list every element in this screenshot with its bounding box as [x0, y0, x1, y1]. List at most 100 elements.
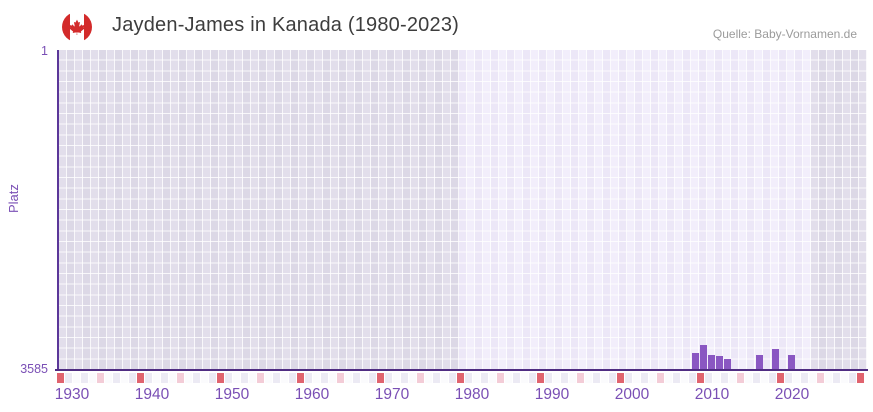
strip-cell-1993 — [561, 373, 568, 383]
strip-cell-1990 — [537, 373, 544, 383]
strip-cell-1979 — [449, 373, 456, 383]
strip-cell-2011 — [705, 373, 712, 383]
y-tick-worst: 3585 — [20, 362, 48, 376]
strip-cell-1939 — [129, 373, 136, 383]
x-tick-label-1950: 1950 — [214, 386, 250, 403]
strip-cell-1937 — [113, 373, 120, 383]
year-marker-strip — [57, 373, 868, 383]
strip-cell-1953 — [241, 373, 248, 383]
strip-cell-1984 — [489, 373, 496, 383]
strip-cell-1935 — [97, 373, 104, 383]
strip-cell-2014 — [729, 373, 736, 383]
strip-cell-1985 — [497, 373, 504, 383]
bar-2019[interactable] — [771, 349, 779, 370]
strip-cell-1936 — [105, 373, 112, 383]
strip-cell-2024 — [809, 373, 816, 383]
strip-cell-1961 — [305, 373, 312, 383]
strip-cell-2028 — [841, 373, 848, 383]
strip-cell-1970 — [377, 373, 384, 383]
bar-2017[interactable] — [755, 355, 763, 370]
strip-cell-2008 — [681, 373, 688, 383]
strip-cell-1938 — [121, 373, 128, 383]
bar-2012[interactable] — [715, 356, 723, 370]
strip-cell-1959 — [289, 373, 296, 383]
strip-cell-1949 — [209, 373, 216, 383]
strip-cell-1998 — [601, 373, 608, 383]
strip-cell-1934 — [89, 373, 96, 383]
strip-cell-2006 — [665, 373, 672, 383]
strip-cell-1945 — [177, 373, 184, 383]
strip-cell-2030 — [857, 373, 864, 383]
strip-cell-1960 — [297, 373, 304, 383]
strip-cell-1974 — [409, 373, 416, 383]
strip-cell-1977 — [433, 373, 440, 383]
strip-cell-2021 — [785, 373, 792, 383]
strip-cell-2009 — [689, 373, 696, 383]
bar-2010[interactable] — [699, 345, 707, 370]
strip-cell-1942 — [153, 373, 160, 383]
strip-cell-1994 — [569, 373, 576, 383]
bar-2013[interactable] — [723, 359, 731, 370]
strip-cell-1999 — [609, 373, 616, 383]
strip-cell-1931 — [65, 373, 72, 383]
strip-cell-1968 — [361, 373, 368, 383]
strip-cell-1944 — [169, 373, 176, 383]
strip-cell-1932 — [73, 373, 80, 383]
strip-cell-2007 — [673, 373, 680, 383]
strip-cell-2000 — [617, 373, 624, 383]
strip-cell-1996 — [585, 373, 592, 383]
strip-cell-1975 — [417, 373, 424, 383]
strip-cell-1965 — [337, 373, 344, 383]
strip-cell-2019 — [769, 373, 776, 383]
strip-cell-2022 — [793, 373, 800, 383]
bar-2021[interactable] — [787, 355, 795, 370]
strip-cell-1973 — [401, 373, 408, 383]
grid-band-pre-1980 — [59, 50, 459, 370]
x-tick-labels: 1930 1940 1950 1960 1970 1980 1990 2000 2010 2020 — [54, 386, 868, 408]
strip-cell-2023 — [801, 373, 808, 383]
y-tick-best: 1 — [41, 44, 48, 58]
source-label: Quelle: Baby-Vornamen.de — [712, 27, 857, 41]
strip-cell-1951 — [225, 373, 232, 383]
strip-cell-1976 — [425, 373, 432, 383]
strip-cell-1948 — [201, 373, 208, 383]
grid-band-post-2023 — [811, 50, 867, 370]
strip-cell-2001 — [625, 373, 632, 383]
strip-cell-2025 — [817, 373, 824, 383]
strip-cell-1930 — [57, 373, 64, 383]
strip-cell-1941 — [145, 373, 152, 383]
strip-cell-1946 — [185, 373, 192, 383]
x-axis-line — [55, 369, 868, 371]
strip-cell-2004 — [649, 373, 656, 383]
plot-area — [57, 50, 868, 370]
strip-cell-1978 — [441, 373, 448, 383]
strip-cell-1962 — [313, 373, 320, 383]
strip-cell-1943 — [161, 373, 168, 383]
strip-cell-1966 — [345, 373, 352, 383]
x-tick-label-2020: 2020 — [774, 386, 810, 403]
chart-title: Jayden-James in Kanada (1980-2023) — [112, 14, 460, 36]
x-tick-label-1990: 1990 — [534, 386, 570, 403]
strip-cell-2020 — [777, 373, 784, 383]
strip-cell-1995 — [577, 373, 584, 383]
strip-cell-1992 — [553, 373, 560, 383]
bar-2009[interactable] — [691, 353, 699, 370]
strip-cell-1989 — [529, 373, 536, 383]
strip-cell-2010 — [697, 373, 704, 383]
strip-cell-1981 — [465, 373, 472, 383]
strip-cell-2026 — [825, 373, 832, 383]
strip-cell-1954 — [249, 373, 256, 383]
strip-cell-2029 — [849, 373, 856, 383]
strip-cell-1972 — [393, 373, 400, 383]
x-tick-label-1930: 1930 — [54, 386, 90, 403]
strip-cell-2013 — [721, 373, 728, 383]
strip-cell-2027 — [833, 373, 840, 383]
x-tick-label-1940: 1940 — [134, 386, 170, 403]
strip-cell-2016 — [745, 373, 752, 383]
strip-cell-1947 — [193, 373, 200, 383]
strip-cell-1991 — [545, 373, 552, 383]
strip-cell-1956 — [265, 373, 272, 383]
strip-cell-1964 — [329, 373, 336, 383]
strip-cell-2012 — [713, 373, 720, 383]
bar-2011[interactable] — [707, 355, 715, 370]
